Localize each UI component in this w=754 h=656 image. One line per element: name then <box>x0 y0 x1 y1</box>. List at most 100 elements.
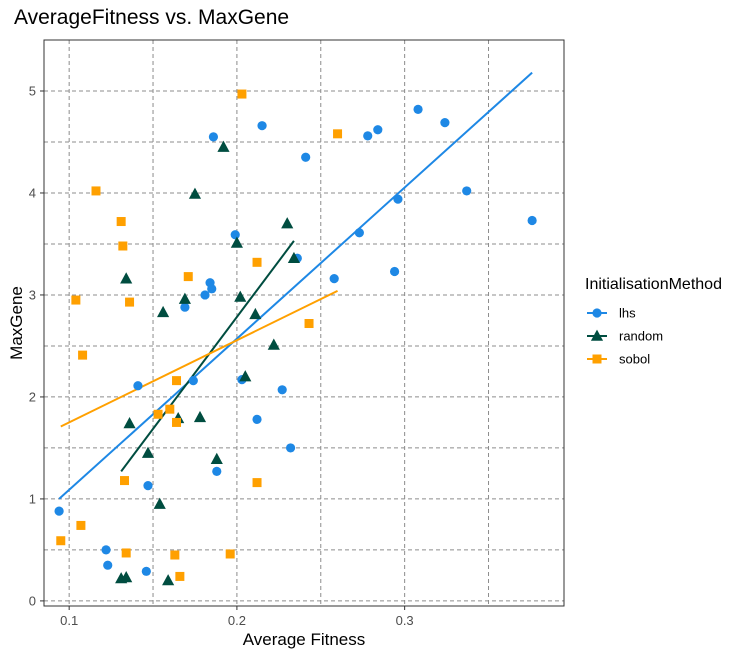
data-point-lhs <box>354 228 364 238</box>
data-point-lhs <box>257 121 267 131</box>
data-point-random <box>287 251 301 264</box>
data-point-random <box>153 497 166 509</box>
x-tick-label: 0.1 <box>60 613 78 628</box>
data-point-sobol <box>56 536 66 546</box>
legend-label: sobol <box>619 352 650 367</box>
data-point-lhs <box>462 186 472 196</box>
data-point-sobol <box>170 550 180 560</box>
y-axis-ticks: 0 1 2 3 4 5 <box>29 83 44 608</box>
data-point-lhs <box>200 290 210 300</box>
data-point-random <box>123 417 136 429</box>
data-point-random <box>239 370 252 382</box>
data-point-lhs <box>54 506 64 516</box>
y-axis-title: MaxGene <box>7 286 26 360</box>
data-point-lhs <box>285 443 296 453</box>
legend-item-lhs: lhs <box>587 306 636 321</box>
data-point-lhs <box>413 104 423 114</box>
data-point-lhs <box>133 381 143 391</box>
data-point-sobol <box>175 571 185 581</box>
data-point-sobol <box>118 241 128 251</box>
data-point-sobol <box>78 350 88 360</box>
x-axis-ticks: 0.1 0.2 0.3 <box>60 606 414 628</box>
y-tick-label: 4 <box>29 185 36 200</box>
data-points <box>54 89 537 586</box>
data-point-random <box>162 574 175 586</box>
x-tick-label: 0.2 <box>228 613 246 628</box>
trend-lines <box>58 71 533 500</box>
data-point-lhs <box>101 545 111 555</box>
y-tick-label: 1 <box>29 491 36 506</box>
data-point-random <box>178 292 191 304</box>
data-point-sobol <box>165 404 175 414</box>
data-point-lhs <box>393 194 403 204</box>
data-point-sobol <box>252 478 262 488</box>
data-point-sobol <box>172 376 182 386</box>
grid <box>44 40 564 606</box>
legend-marker <box>590 329 604 341</box>
data-point-sobol <box>91 186 101 196</box>
data-point-lhs <box>527 215 537 226</box>
legend-marker <box>592 308 602 318</box>
data-point-sobol <box>125 297 135 307</box>
data-point-sobol <box>116 217 126 227</box>
data-point-lhs <box>207 284 217 294</box>
data-point-lhs <box>301 152 311 162</box>
data-point-lhs <box>143 481 153 491</box>
trend-line-lhs <box>58 71 533 500</box>
data-point-lhs <box>389 266 400 277</box>
data-point-random <box>157 305 170 318</box>
x-axis-title: Average Fitness <box>243 630 366 649</box>
data-point-sobol <box>183 272 193 282</box>
legend-marker <box>592 354 602 364</box>
data-point-sobol <box>225 549 235 559</box>
data-point-lhs <box>141 566 151 576</box>
data-point-lhs <box>277 385 287 395</box>
data-point-random <box>141 446 155 458</box>
y-tick-label: 5 <box>29 83 36 98</box>
legend-item-sobol: sobol <box>587 352 650 367</box>
data-point-sobol <box>153 409 163 419</box>
trend-line-sobol <box>60 289 338 428</box>
trend-line-random <box>120 240 295 472</box>
data-point-sobol <box>252 257 262 267</box>
data-point-sobol <box>121 548 131 558</box>
legend-items: lhs random sobol <box>587 306 663 367</box>
data-point-random <box>188 187 202 199</box>
data-point-lhs <box>373 125 383 135</box>
data-point-sobol <box>172 417 182 427</box>
plot-panel-border <box>43 39 565 607</box>
data-point-random <box>120 571 133 583</box>
chart-title: AverageFitness vs. MaxGene <box>14 6 289 29</box>
legend: InitialisationMethod lhs random sobol <box>585 276 722 367</box>
data-point-lhs <box>230 230 240 240</box>
data-point-random <box>230 236 243 248</box>
data-point-sobol <box>333 129 343 139</box>
data-point-random <box>217 140 230 152</box>
data-point-sobol <box>120 476 130 486</box>
data-point-lhs <box>329 274 339 284</box>
data-point-lhs <box>208 132 219 142</box>
data-point-sobol <box>237 89 247 99</box>
legend-label: lhs <box>619 306 636 321</box>
legend-title: InitialisationMethod <box>585 276 722 293</box>
data-point-random <box>249 307 262 320</box>
data-point-random <box>281 217 294 229</box>
data-point-sobol <box>304 319 314 329</box>
data-point-random <box>210 452 223 464</box>
data-point-lhs <box>252 414 262 424</box>
legend-label: random <box>619 329 663 344</box>
data-point-lhs <box>188 376 198 386</box>
y-tick-label: 2 <box>29 389 36 404</box>
y-tick-label: 0 <box>29 593 36 608</box>
data-point-lhs <box>440 118 450 128</box>
data-point-lhs <box>363 131 373 141</box>
data-point-random <box>234 290 247 302</box>
data-point-lhs <box>212 466 222 476</box>
data-point-random <box>193 410 207 423</box>
x-tick-label: 0.3 <box>396 613 414 628</box>
legend-item-random: random <box>587 329 663 344</box>
data-point-random <box>267 338 280 350</box>
data-point-sobol <box>76 520 86 530</box>
data-point-sobol <box>71 295 81 305</box>
